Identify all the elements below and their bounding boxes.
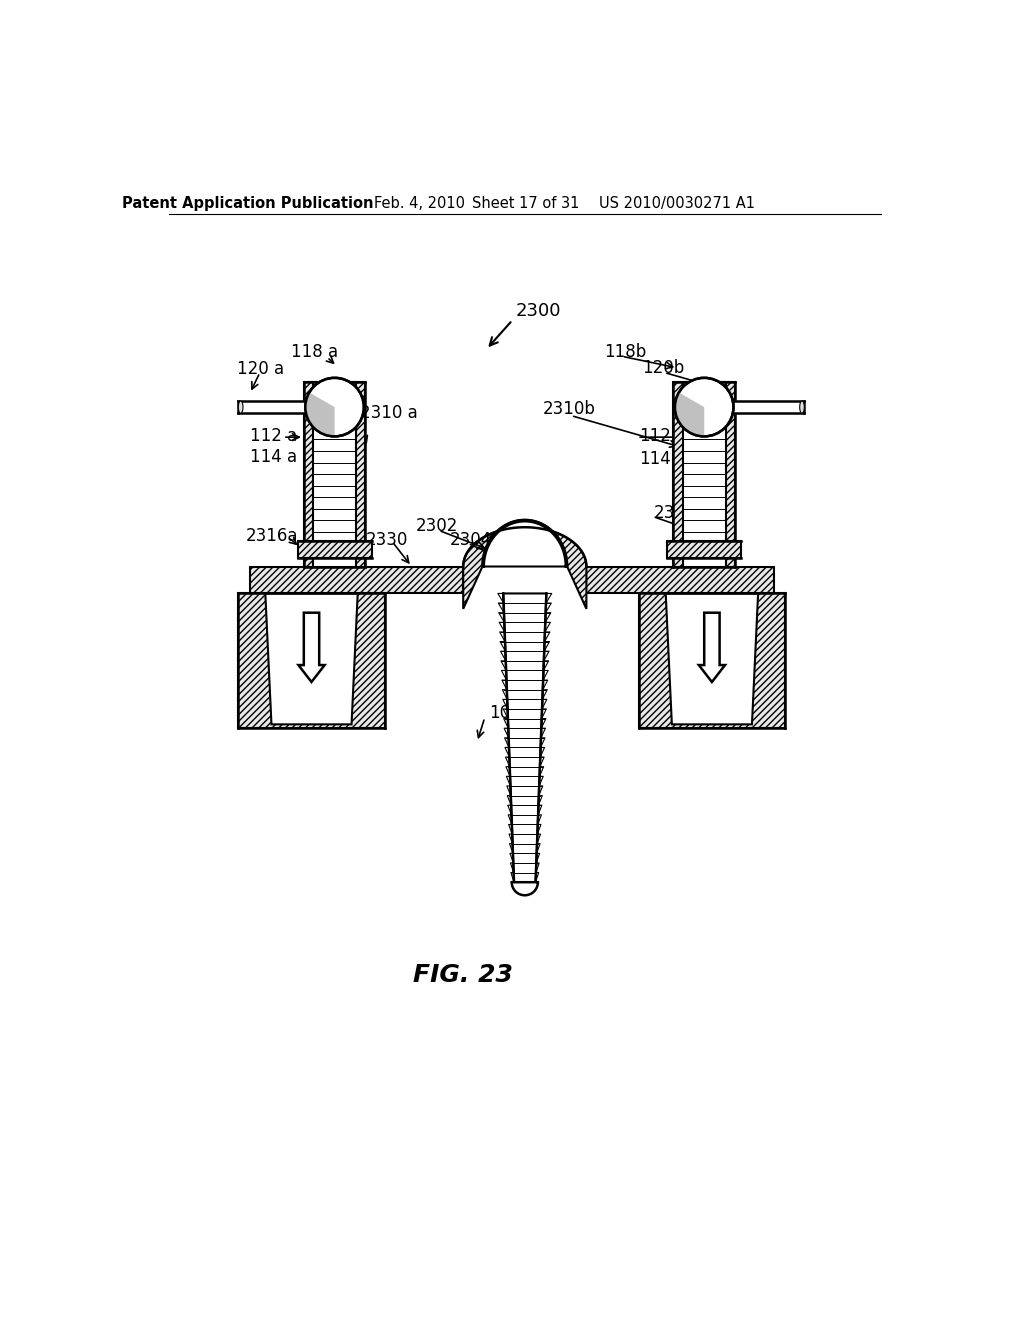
Circle shape <box>675 378 733 437</box>
FancyArrow shape <box>298 612 325 682</box>
Text: 2316b: 2316b <box>654 504 707 521</box>
Text: 118 a: 118 a <box>291 343 338 362</box>
Text: 2330: 2330 <box>366 531 408 549</box>
Text: 114 a: 114 a <box>250 449 297 466</box>
Text: Sheet 17 of 31: Sheet 17 of 31 <box>472 195 580 211</box>
Text: 106: 106 <box>489 704 521 722</box>
Text: 2316a: 2316a <box>246 527 299 545</box>
Polygon shape <box>482 521 567 566</box>
Polygon shape <box>639 594 785 729</box>
Polygon shape <box>250 566 463 594</box>
Text: FIG. 23: FIG. 23 <box>414 962 513 986</box>
Text: US 2010/0030271 A1: US 2010/0030271 A1 <box>599 195 756 211</box>
Text: 114b: 114b <box>639 450 681 467</box>
Polygon shape <box>503 594 547 882</box>
Polygon shape <box>674 381 735 566</box>
Polygon shape <box>313 381 356 566</box>
Wedge shape <box>512 882 538 895</box>
Text: 120b: 120b <box>643 359 685 376</box>
Ellipse shape <box>239 401 243 413</box>
Text: 2302: 2302 <box>416 516 458 535</box>
FancyArrow shape <box>698 612 725 682</box>
Text: 2310b: 2310b <box>543 400 595 417</box>
Text: 2300: 2300 <box>515 302 561 319</box>
Polygon shape <box>239 594 385 729</box>
Polygon shape <box>509 601 541 628</box>
Ellipse shape <box>800 401 804 413</box>
Polygon shape <box>463 520 587 609</box>
Polygon shape <box>666 594 758 725</box>
Text: 118b: 118b <box>604 343 646 362</box>
Text: 112b: 112b <box>639 426 681 445</box>
Polygon shape <box>298 541 372 558</box>
Polygon shape <box>265 594 357 725</box>
Text: Feb. 4, 2010: Feb. 4, 2010 <box>374 195 465 211</box>
Text: 120 a: 120 a <box>237 360 284 379</box>
Circle shape <box>305 378 364 437</box>
Text: 2304: 2304 <box>451 531 493 549</box>
Wedge shape <box>305 392 335 437</box>
Polygon shape <box>683 381 726 566</box>
Polygon shape <box>587 566 773 594</box>
Text: 2310 a: 2310 a <box>360 404 418 421</box>
Text: 112 a: 112 a <box>250 426 297 445</box>
Wedge shape <box>675 392 705 437</box>
Text: Patent Application Publication: Patent Application Publication <box>122 195 374 211</box>
Polygon shape <box>304 381 366 566</box>
Polygon shape <box>668 541 741 558</box>
